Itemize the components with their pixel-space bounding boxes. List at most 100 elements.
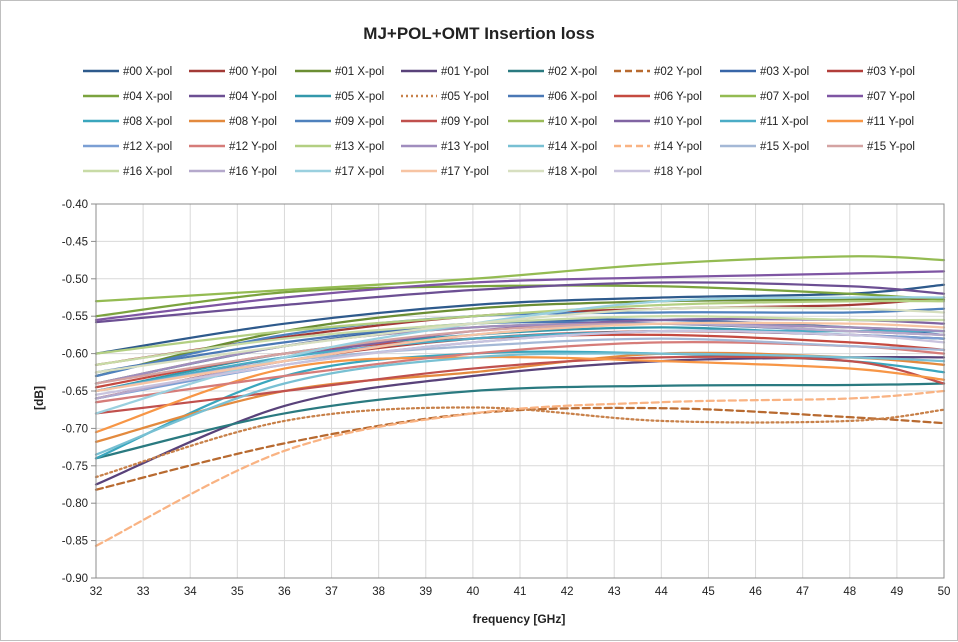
legend-item: #11 X-pol [720, 116, 808, 128]
legend-label: #08 Y-pol [229, 116, 277, 128]
legend-label: #02 X-pol [548, 66, 597, 78]
x-tick-label: 49 [890, 586, 903, 598]
x-tick-label: 41 [514, 586, 527, 598]
x-tick-label: 46 [749, 586, 762, 598]
legend-label: #11 Y-pol [867, 116, 914, 128]
y-tick-label: -0.80 [62, 498, 88, 510]
legend-label: #03 X-pol [760, 66, 809, 78]
legend-item: #01 X-pol [295, 66, 384, 78]
legend-item: #02 X-pol [508, 66, 597, 78]
y-tick-label: -0.65 [62, 386, 88, 398]
legend-item: #01 Y-pol [401, 66, 489, 78]
legend-label: #13 Y-pol [441, 141, 489, 153]
x-tick-label: 36 [278, 586, 291, 598]
legend: #00 X-pol #00 Y-pol #01 X-pol #01 Y-pol #02 … [83, 66, 915, 178]
x-tick-label: 40 [466, 586, 479, 598]
legend-item: #13 X-pol [295, 141, 384, 153]
series-line-13-y-pol [94, 322, 946, 385]
legend-label: #14 Y-pol [654, 141, 702, 153]
x-tick-label: 38 [372, 586, 385, 598]
series-line-11-y-pol [94, 355, 946, 434]
series-line-18-x-pol [94, 306, 946, 374]
legend-item: #16 X-pol [83, 166, 172, 178]
legend-label: #18 X-pol [548, 166, 597, 178]
legend-label: #03 Y-pol [867, 66, 915, 78]
series-line-09-y-pol [94, 355, 946, 415]
legend-item: #03 Y-pol [827, 66, 915, 78]
y-tick-label: -0.40 [62, 199, 88, 211]
legend-item: #04 X-pol [83, 91, 172, 103]
legend-label: #17 Y-pol [441, 166, 489, 178]
series-line-05-y-pol [94, 406, 946, 479]
legend-label: #05 X-pol [335, 91, 384, 103]
x-tick-label: 39 [419, 586, 432, 598]
y-tick-label: -0.60 [62, 349, 88, 361]
legend-item: #08 X-pol [83, 116, 172, 128]
plot-lines [94, 255, 946, 547]
legend-item: #08 Y-pol [189, 116, 277, 128]
legend-label: #16 Y-pol [229, 166, 277, 178]
x-tick-label: 37 [325, 586, 338, 598]
x-tick-label: 44 [655, 586, 668, 598]
legend-item: #17 X-pol [295, 166, 384, 178]
legend-label: #14 X-pol [548, 141, 597, 153]
legend-item: #12 Y-pol [189, 141, 277, 153]
legend-label: #10 Y-pol [654, 116, 702, 128]
legend-label: #06 X-pol [548, 91, 597, 103]
legend-item: #18 Y-pol [614, 166, 702, 178]
y-tick-label: -0.55 [62, 311, 88, 323]
legend-label: #09 X-pol [335, 116, 384, 128]
legend-label: #04 X-pol [123, 91, 172, 103]
plot-area-border [95, 203, 945, 579]
legend-label: #06 Y-pol [654, 91, 702, 103]
x-tick-label: 32 [90, 586, 103, 598]
legend-item: #10 X-pol [508, 116, 597, 128]
series-line-17-y-pol [94, 321, 946, 393]
legend-item: #07 X-pol [720, 91, 809, 103]
legend-item: #10 Y-pol [614, 116, 702, 128]
legend-label: #02 Y-pol [654, 66, 702, 78]
x-tick-label: 43 [608, 586, 621, 598]
legend-item: #15 X-pol [720, 141, 809, 153]
series-line-04-y-pol [94, 281, 946, 324]
axes: 32 33 34 35 36 37 38 39 40 41 42 43 44 45 46 47 48 49 50 -0… [62, 199, 951, 598]
legend-item: #07 Y-pol [827, 91, 915, 103]
series-line-16-x-pol [94, 315, 946, 366]
y-tick-label: -0.85 [62, 536, 88, 548]
legend-label: #07 X-pol [760, 91, 809, 103]
x-tick-label: 35 [231, 586, 244, 598]
legend-item: #04 Y-pol [189, 91, 277, 103]
series-line-07-x-pol [94, 255, 946, 303]
legend-item: #00 Y-pol [189, 66, 277, 78]
legend-item: #11 Y-pol [827, 116, 914, 128]
y-tick-label: -0.90 [62, 573, 88, 585]
legend-item: #09 X-pol [295, 116, 384, 128]
legend-label: #15 Y-pol [867, 141, 915, 153]
legend-item: #14 X-pol [508, 141, 597, 153]
x-tick-label: 50 [938, 586, 951, 598]
legend-label: #00 Y-pol [229, 66, 277, 78]
legend-label: #01 Y-pol [441, 66, 489, 78]
series-line-13-x-pol [94, 299, 946, 355]
legend-item: #15 Y-pol [827, 141, 915, 153]
legend-label: #16 X-pol [123, 166, 172, 178]
x-tick-label: 48 [843, 586, 856, 598]
legend-item: #03 X-pol [720, 66, 809, 78]
legend-item: #17 Y-pol [401, 166, 489, 178]
x-tick-label: 45 [702, 586, 715, 598]
series-line-07-y-pol [94, 270, 946, 322]
legend-label: #12 Y-pol [229, 141, 277, 153]
grid [95, 203, 945, 579]
legend-item: #05 X-pol [295, 91, 384, 103]
legend-item: #16 Y-pol [189, 166, 277, 178]
y-tick-label: -0.70 [62, 423, 88, 435]
legend-item: #06 Y-pol [614, 91, 702, 103]
legend-label: #09 Y-pol [441, 116, 489, 128]
legend-label: #13 X-pol [335, 141, 384, 153]
series-line-14-y-pol [94, 389, 946, 547]
y-axis-label: [dB] [32, 386, 46, 410]
series-line-14-x-pol [94, 352, 946, 456]
legend-item: #02 Y-pol [614, 66, 702, 78]
